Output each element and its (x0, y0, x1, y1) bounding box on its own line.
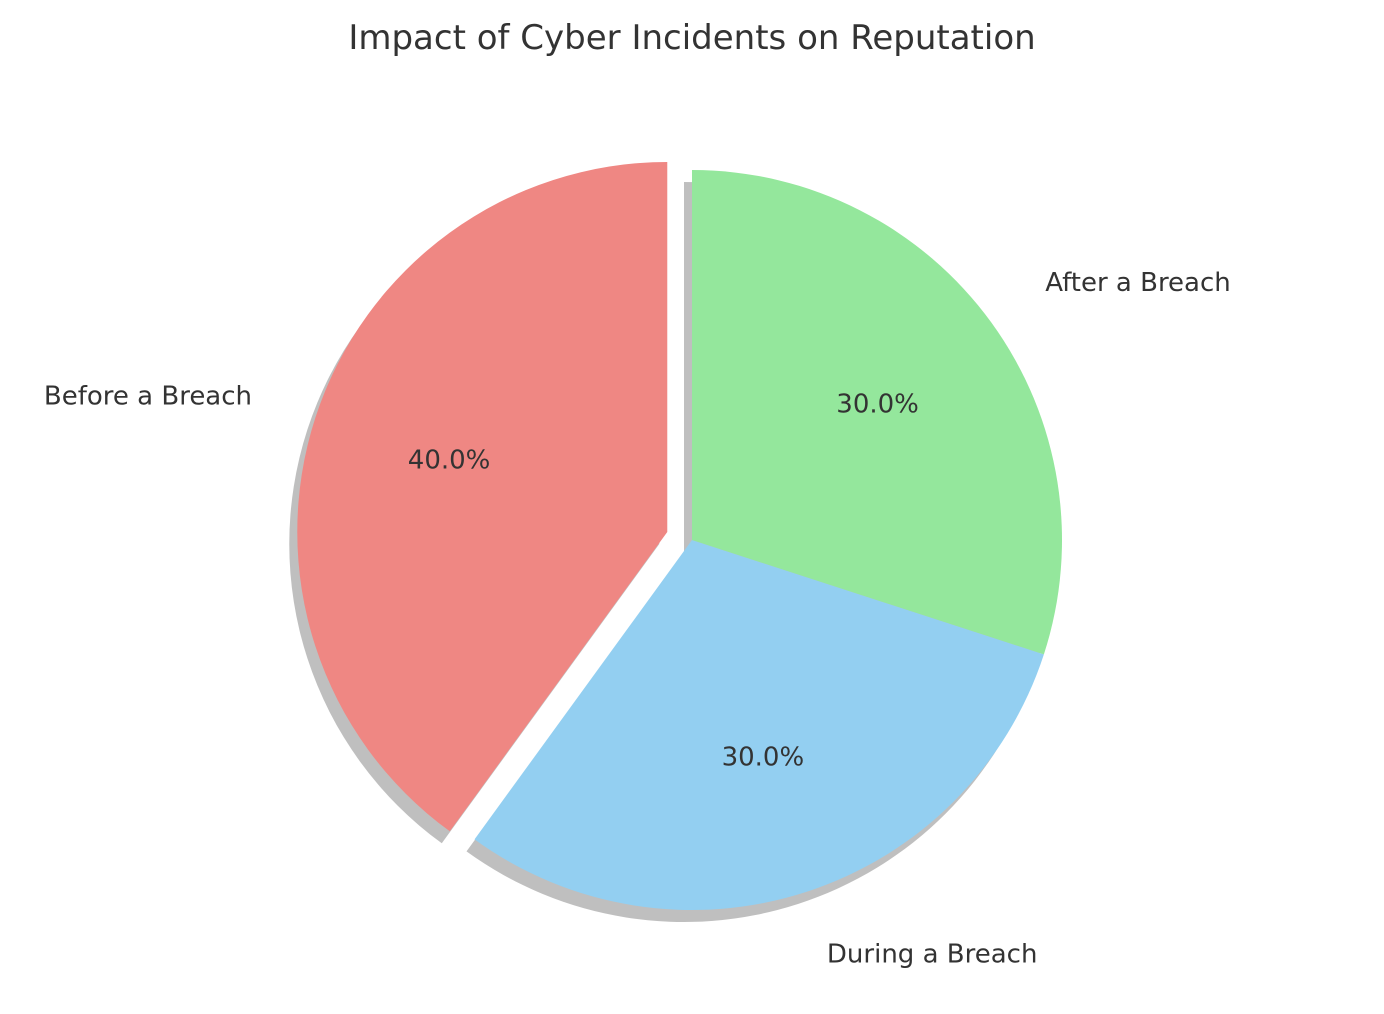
pie-pct-label: 40.0% (408, 446, 491, 476)
pie-chart: 40.0% Before a Breach 30.0% During a Breach… (0, 0, 1384, 1014)
pie-pct-label: 30.0% (836, 390, 919, 420)
pie-slice-label: During a Breach (827, 940, 1038, 970)
pie-chart-container: Impact of Cyber Incidents on Reputation … (0, 0, 1384, 1014)
pie-pct-label: 30.0% (722, 743, 805, 773)
pie-slice-label: After a Breach (1045, 268, 1231, 298)
pie-slice-label: Before a Breach (44, 382, 252, 412)
